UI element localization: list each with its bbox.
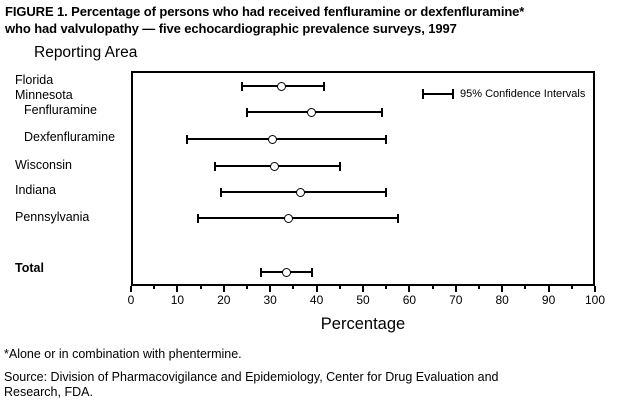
row-label-dexfenfluramine: Dexfenfluramine [24, 130, 116, 144]
x-tick-label-10: 10 [170, 293, 185, 307]
point-marker-fenfluramine [307, 107, 317, 117]
error-bar-dexfenfluramine-left-cap [185, 135, 188, 144]
row-label-indiana: Indiana [15, 183, 57, 197]
error-bar-pennsylvania [198, 217, 398, 219]
x-tick-40 [315, 286, 318, 292]
plot-box [131, 71, 595, 286]
error-bar-wisconsin-left-cap [213, 162, 216, 171]
x-tick-80 [501, 286, 504, 292]
x-tick-50 [362, 286, 364, 292]
x-tick-label-30: 30 [263, 293, 277, 307]
x-tick-label-80: 80 [495, 293, 509, 307]
row-label-pennsylvania: Pennsylvania [15, 210, 90, 224]
point-marker-indiana [295, 187, 305, 197]
x-minor-tick-75 [478, 286, 480, 289]
error-bar-dexfenfluramine [186, 138, 387, 140]
x-tick-20 [222, 286, 225, 292]
row-label-florida: Florida [15, 73, 54, 87]
x-tick-90 [547, 286, 550, 292]
row-label-minnesota: Minnesota [15, 88, 73, 102]
x-minor-tick-35 [292, 286, 295, 289]
x-tick-label-60: 60 [402, 293, 417, 307]
point-marker-total [281, 267, 291, 277]
point-marker-florida [277, 81, 287, 91]
figure-title-line1: FIGURE 1. Percentage of persons who had … [5, 4, 525, 19]
x-tick-30 [269, 286, 272, 292]
x-tick-100 [594, 286, 596, 292]
point-marker-pennsylvania [284, 213, 294, 223]
error-bar-pennsylvania-right-cap [396, 214, 399, 223]
legend-errorbar-icon [423, 93, 453, 95]
point-marker-dexfenfluramine [268, 134, 278, 144]
error-bar-florida-left-cap [241, 82, 244, 91]
x-tick-10 [176, 286, 179, 292]
x-tick-label-90: 90 [541, 293, 556, 307]
x-minor-tick-25 [246, 286, 248, 289]
row-label-total: Total [15, 261, 44, 275]
error-bar-indiana-right-cap [385, 188, 388, 197]
figure-title: FIGURE 1. Percentage of persons who had … [5, 4, 627, 37]
x-minor-tick-85 [524, 286, 527, 289]
source-note-line2: Research, FDA. [4, 385, 93, 399]
x-minor-tick-55 [385, 286, 388, 289]
x-minor-tick-15 [199, 286, 202, 289]
error-bar-pennsylvania-left-cap [197, 214, 200, 223]
x-axis-label: Percentage [320, 315, 406, 333]
row-label-fenfluramine: Fenfluramine [24, 103, 97, 117]
legend-errorbar-icon-right-cap [452, 89, 454, 99]
source-note: Source: Division of Pharmacovigilance an… [4, 370, 498, 400]
y-axis-title: Reporting Area [34, 44, 138, 61]
row-label-wisconsin: Wisconsin [15, 158, 72, 172]
legend-errorbar-icon-left-cap [422, 89, 424, 99]
x-minor-tick-65 [431, 286, 434, 289]
error-bar-wisconsin-right-cap [338, 162, 341, 171]
x-tick-label-0: 0 [127, 293, 135, 307]
error-bar-fenfluramine-right-cap [380, 108, 383, 117]
x-tick-0 [130, 286, 132, 292]
source-note-line1: Source: Division of Pharmacovigilance an… [4, 370, 499, 384]
error-bar-total-right-cap [310, 268, 313, 277]
x-tick-label-70: 70 [449, 293, 463, 307]
x-tick-label-100: 100 [584, 293, 606, 307]
legend-label: 95% Confidence Intervals [460, 88, 586, 100]
x-tick-70 [454, 286, 457, 292]
x-minor-tick-95 [570, 286, 573, 289]
x-minor-tick-5 [153, 286, 156, 289]
x-tick-label-40: 40 [309, 293, 324, 307]
x-minor-tick-45 [338, 286, 341, 289]
x-tick-label-20: 20 [217, 293, 231, 307]
figure-title-line2: who had valvulopathy — five echocardiogr… [5, 20, 457, 36]
x-tick-60 [408, 286, 411, 292]
error-bar-total-left-cap [259, 268, 262, 277]
error-bar-indiana-left-cap [220, 188, 223, 197]
x-tick-label-50: 50 [356, 293, 370, 307]
footnote-asterisk: *Alone or in combination with phentermin… [4, 347, 242, 361]
point-marker-wisconsin [270, 161, 280, 171]
error-bar-florida-right-cap [322, 82, 325, 91]
error-bar-fenfluramine-left-cap [246, 108, 248, 117]
error-bar-dexfenfluramine-right-cap [385, 135, 388, 144]
